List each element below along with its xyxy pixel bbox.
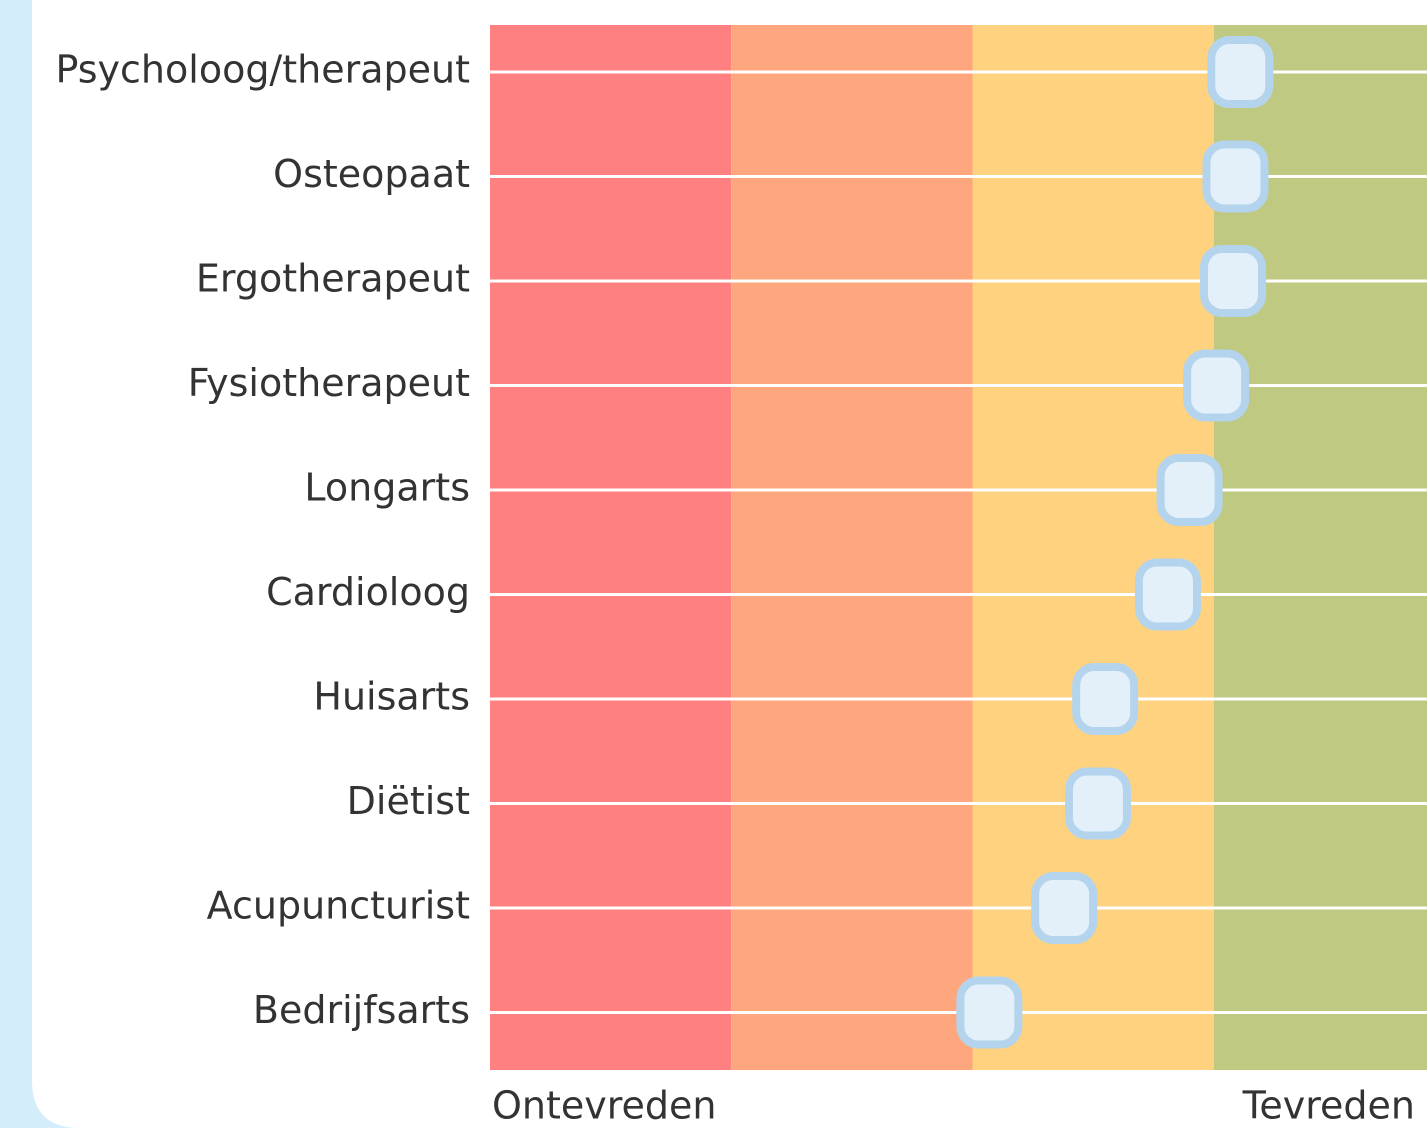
band <box>490 25 732 1070</box>
marker <box>1207 36 1274 109</box>
y-tick-label: Diëtist <box>347 779 470 823</box>
y-tick-label: Acupuncturist <box>207 884 470 928</box>
marker <box>1134 558 1201 631</box>
marker <box>1200 245 1267 318</box>
x-label-right: Tevreden <box>1242 1084 1415 1128</box>
marker <box>1064 767 1131 840</box>
band <box>731 25 973 1070</box>
y-tick-label: Longarts <box>304 466 470 510</box>
y-tick-label: Cardioloog <box>266 570 470 614</box>
marker <box>1183 349 1250 422</box>
y-tick-label: Ergotherapeut <box>196 257 470 301</box>
card-corner <box>32 1080 80 1128</box>
marker <box>956 976 1023 1049</box>
y-tick-label: Huisarts <box>313 675 470 719</box>
marker <box>1156 454 1223 527</box>
y-tick-label: Osteopaat <box>273 152 470 196</box>
y-tick-label: Bedrijfsarts <box>253 988 470 1032</box>
x-label-left: Ontevreden <box>492 1084 717 1128</box>
marker <box>1072 663 1139 736</box>
marker <box>1031 872 1098 945</box>
y-tick-label: Psycholoog/therapeut <box>56 48 471 92</box>
marker <box>1202 140 1269 213</box>
y-tick-label: Fysiotherapeut <box>188 361 470 405</box>
